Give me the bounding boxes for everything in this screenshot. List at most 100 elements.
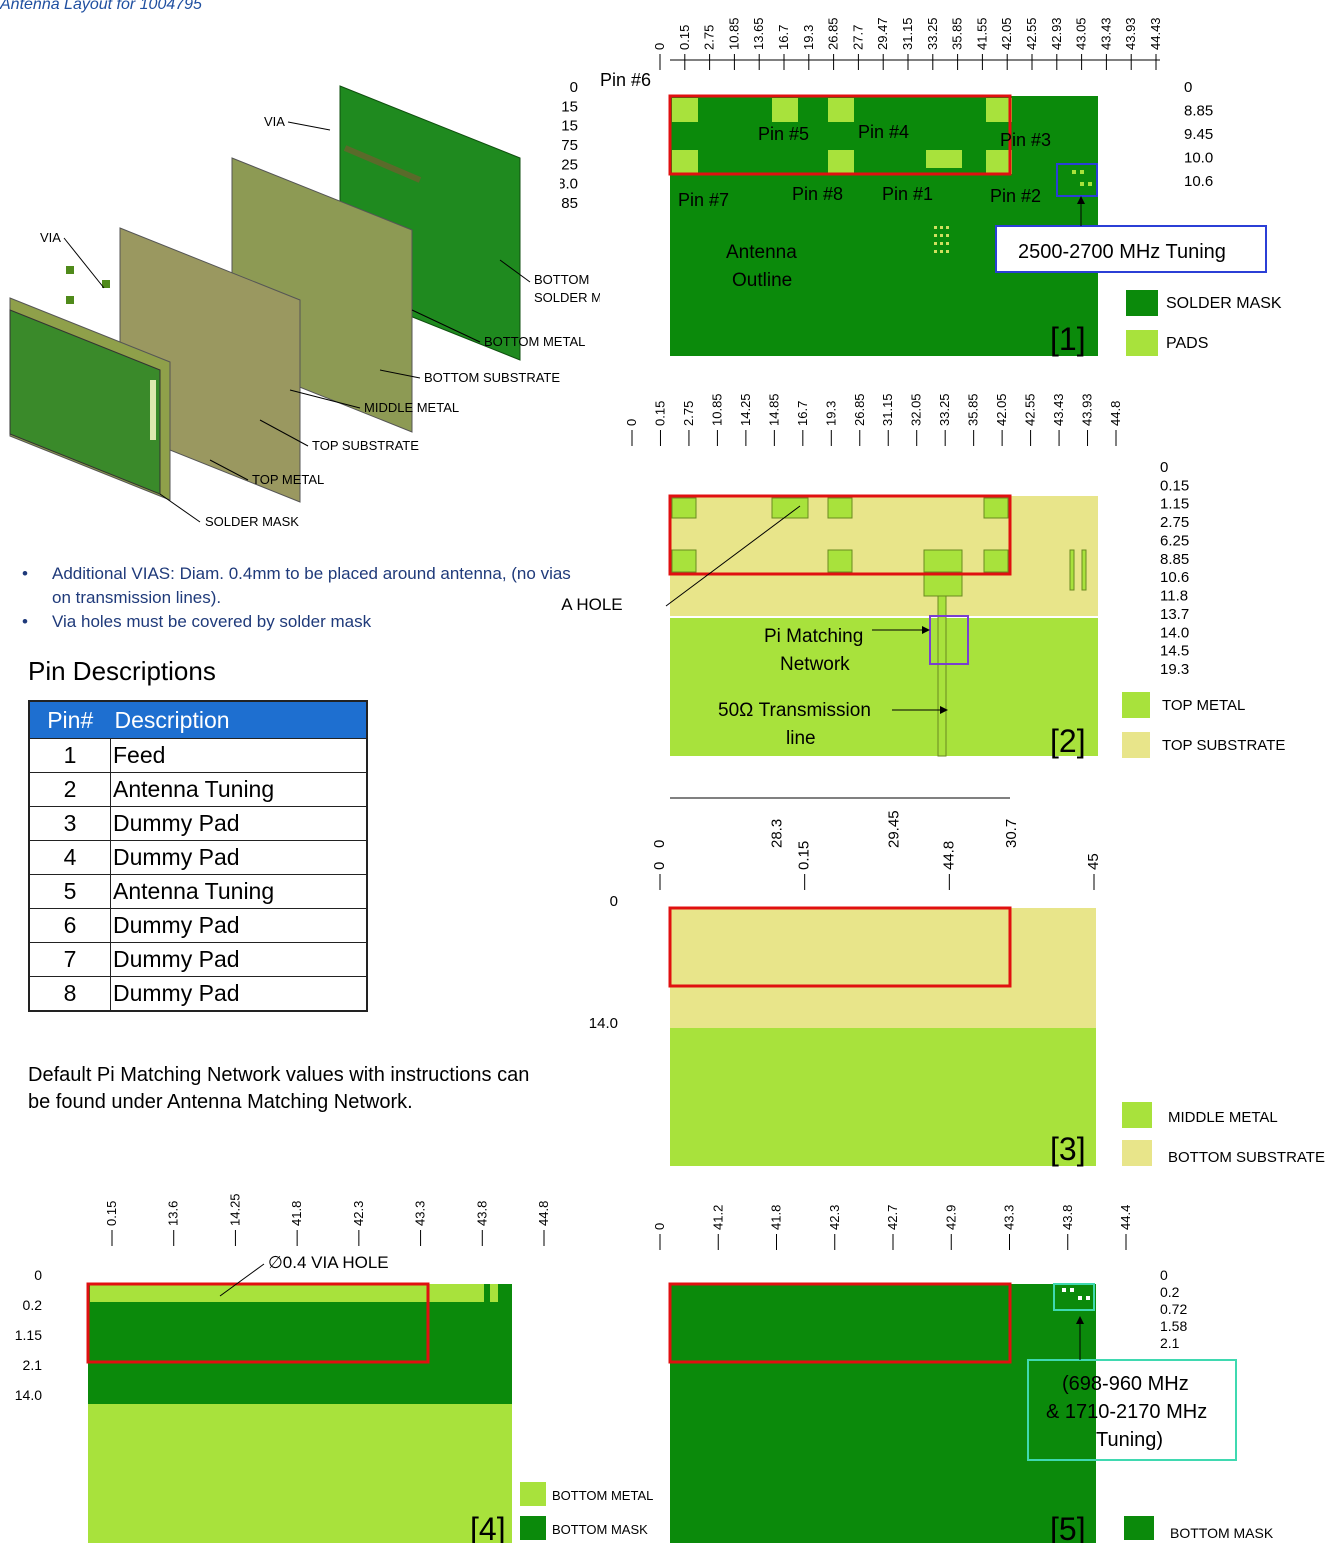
panel4-left-dim: 1.15 xyxy=(15,1327,42,1343)
pin-description: Dummy Pad xyxy=(110,908,368,943)
panel2-right-dim: 8.85 xyxy=(1160,551,1189,568)
pin-description: Feed xyxy=(110,738,368,773)
panel1-top-dim: 29.47 xyxy=(875,17,890,50)
panel2-right-dim: 6.25 xyxy=(1160,532,1189,549)
panel2-right-dim: 0.15 xyxy=(1160,477,1189,494)
panel1-top-dim: 27.7 xyxy=(850,25,865,50)
panel1-left-dim: 8.85 xyxy=(560,195,578,212)
pin1-label: Pin #1 xyxy=(882,184,933,204)
panel2-top-dim: 0 xyxy=(624,419,639,426)
antenna-outline-box-4 xyxy=(86,1282,430,1364)
panel5-right-dim: 0.2 xyxy=(1160,1284,1180,1300)
pi-network-box xyxy=(929,615,969,665)
legend-solder-mask: SOLDER MASK xyxy=(1166,295,1282,312)
panel-2-bottom-dims: 0 28.3 29.45 30.7 xyxy=(651,810,1020,848)
panel2-top-dim: 42.55 xyxy=(1023,393,1038,426)
panel1-top-dim: 33.25 xyxy=(925,17,940,50)
panel2-right-dim: 19.3 xyxy=(1160,661,1189,678)
panel5-right-dim: 2.1 xyxy=(1160,1335,1180,1351)
exploded-layer-view: VIA VIA BOTTOM SOLDER MASK BOTTOM METAL … xyxy=(9,85,600,529)
panel2-bottom-dim: 0 xyxy=(651,840,668,848)
panel1-top-dim: 35.85 xyxy=(950,17,965,50)
panel5-top-dim: 42.9 xyxy=(943,1205,958,1230)
panel2-top-dim: 43.93 xyxy=(1080,393,1095,426)
via-notes: Additional VIAS: Diam. 0.4mm to be place… xyxy=(22,562,582,634)
panel3-top-dim: 0 xyxy=(651,862,668,870)
panel2-top-dim: 19.3 xyxy=(823,401,838,426)
panel2-top-dim: 10.85 xyxy=(709,393,724,426)
panel5-top-dim: 41.2 xyxy=(710,1205,725,1230)
label-bottom-metal: BOTTOM METAL xyxy=(484,334,585,349)
panel5-top-dim: 43.3 xyxy=(1002,1205,1017,1230)
panel1-top-dim: 44.43 xyxy=(1148,17,1163,50)
panel3-top-dim: 0.15 xyxy=(796,841,813,870)
legend-bottom-substrate: BOTTOM SUBSTRATE xyxy=(1168,1149,1325,1166)
panel1-right-dim: 10.6 xyxy=(1184,173,1213,190)
panel2-top-dim: 2.75 xyxy=(681,401,696,426)
label-via-top: VIA xyxy=(264,114,285,129)
antenna-outline-box-5 xyxy=(668,1282,1012,1364)
pin-table: Pin# Description 1 Feed 2 Antenna Tuning 3 Du… xyxy=(28,700,368,1012)
pin4-label: Pin #4 xyxy=(858,122,909,142)
pin5-label: Pin #5 xyxy=(758,124,809,144)
pin-row: 1 Feed xyxy=(28,738,368,773)
panel5-top-dim: 42.3 xyxy=(827,1205,842,1230)
pin-number: 8 xyxy=(28,976,111,1012)
panel2-top-dim: 42.05 xyxy=(994,393,1009,426)
panel1-right-dim: 8.85 xyxy=(1184,103,1213,120)
pin-row: 4 Dummy Pad xyxy=(28,840,368,875)
panel5-right-dim: 0.72 xyxy=(1160,1301,1187,1317)
pin-row: 6 Dummy Pad xyxy=(28,908,368,943)
panel4-top-dim: 43.8 xyxy=(474,1201,489,1226)
legend-pads: PADS xyxy=(1166,335,1208,352)
note-via-cover: Via holes must be covered by solder mask xyxy=(22,610,582,634)
pi-network-footnote: Default Pi Matching Network values with … xyxy=(28,1064,530,1113)
panel1-top-dim: 43.93 xyxy=(1123,17,1138,50)
svg-text:line: line xyxy=(786,728,816,749)
pin-number: 2 xyxy=(28,772,111,807)
via-hole-label-4: ∅0.4 VIA HOLE xyxy=(268,1253,389,1272)
legend-bottom-metal: BOTTOM METAL xyxy=(552,1488,653,1503)
tuning-box-698 xyxy=(1053,1283,1095,1311)
panel2-top-dim: 14.85 xyxy=(766,393,781,426)
legend-middle-metal: MIDDLE METAL xyxy=(1168,1109,1278,1126)
label-solder-mask: SOLDER MASK xyxy=(205,514,299,529)
panel4-left-dim: 2.1 xyxy=(23,1357,43,1373)
panel1-top-dim: 19.3 xyxy=(801,25,816,50)
svg-text:& 1710-2170 MHz: & 1710-2170 MHz xyxy=(1046,1401,1207,1423)
antenna-outline-box-2 xyxy=(668,494,1012,576)
panel2-right-dim: 11.8 xyxy=(1160,588,1188,605)
panel5-top-dim: 44.4 xyxy=(1118,1205,1133,1230)
pin-number: 3 xyxy=(28,806,111,841)
pin-description: Antenna Tuning xyxy=(110,772,368,807)
panel-1-solder-mask: 2500-2700 MHz Tuning Pin #6 Pin #5 Pin #… xyxy=(560,17,1282,357)
label-via-left: VIA xyxy=(40,230,61,245)
legend-top-metal: TOP METAL xyxy=(1162,697,1245,714)
pin2-label: Pin #2 xyxy=(990,186,1041,206)
panel1-top-dim: 16.7 xyxy=(776,25,791,50)
panel1-top-dim: 43.05 xyxy=(1074,17,1089,50)
panel4-top-dim: 44.8 xyxy=(536,1201,551,1226)
pin-number: 7 xyxy=(28,942,111,977)
panel3-top-dim: 44.8 xyxy=(940,841,957,870)
antenna-outline-box-3 xyxy=(668,906,1012,988)
pin-number: 5 xyxy=(28,874,111,909)
panel2-top-dim: 43.43 xyxy=(1051,393,1066,426)
panel2-top-dim: 16.7 xyxy=(795,401,810,426)
pin-number: 6 xyxy=(28,908,111,943)
pin-row: 2 Antenna Tuning xyxy=(28,772,368,807)
legend-bottom-mask-5: BOTTOM MASK xyxy=(1170,1525,1274,1541)
svg-text:Tuning): Tuning) xyxy=(1096,1429,1163,1451)
panel-2-top-metal: Pi Matching Network 50Ω Transmission lin… xyxy=(560,393,1285,799)
pin-row: 7 Dummy Pad xyxy=(28,942,368,977)
label-top-metal: TOP METAL xyxy=(252,472,324,487)
panel-5-tag: [5] xyxy=(1050,1511,1086,1543)
label-middle-metal: MIDDLE METAL xyxy=(364,400,459,415)
panel2-top-dim: 33.25 xyxy=(937,393,952,426)
tuning-box-2500 xyxy=(1056,163,1098,197)
panel1-left-dim: 0 xyxy=(570,79,578,96)
desc-col-header: Description xyxy=(110,701,367,739)
panel4-top-dim: 43.3 xyxy=(413,1201,428,1226)
pin-descriptions-heading: Pin Descriptions xyxy=(28,656,216,686)
panel3-left-dim: 0 xyxy=(610,893,618,910)
